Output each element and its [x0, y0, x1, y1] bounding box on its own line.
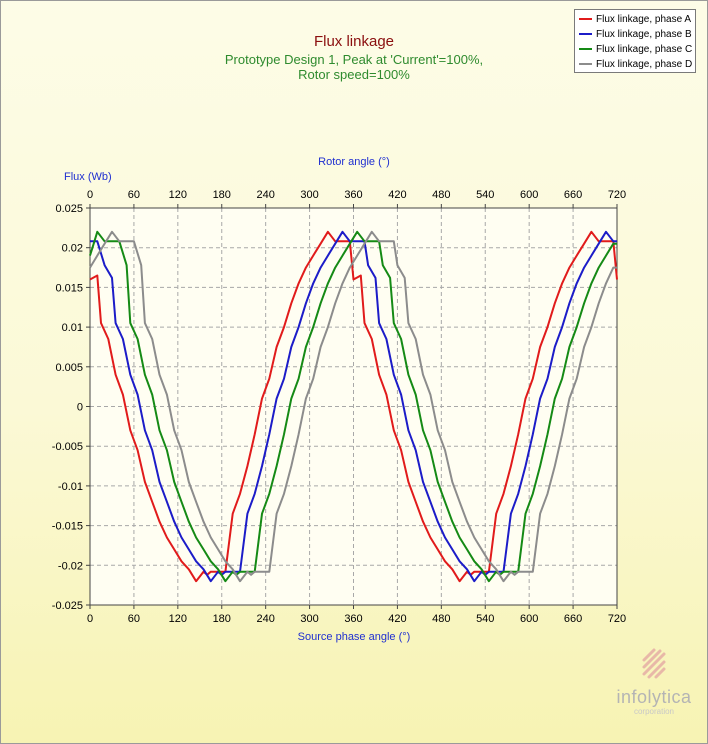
legend-item-phase-d: Flux linkage, phase D [579, 57, 692, 71]
y-tick-label: 0.005 [55, 362, 83, 374]
x2-tick-label: 0 [87, 189, 93, 201]
series-line-a [89, 230, 618, 583]
x-tick-label: 360 [344, 613, 362, 625]
x2-tick-label: 180 [213, 189, 231, 201]
company-logo: infolytica corporation [611, 646, 697, 716]
x2-tick-label: 300 [300, 189, 318, 201]
x2-tick-label: 360 [344, 189, 362, 201]
y-tick-label: -0.015 [52, 521, 83, 533]
legend-swatch [579, 18, 592, 20]
x2-tick-label: 660 [564, 189, 582, 201]
y-tick-label: -0.02 [58, 560, 83, 572]
x-tick-label: 120 [169, 613, 187, 625]
x-tick-label: 480 [432, 613, 450, 625]
y-tick-label: -0.025 [52, 600, 83, 612]
legend-swatch [579, 33, 592, 35]
x2-tick-label: 600 [520, 189, 538, 201]
x-tick-label: 240 [256, 613, 274, 625]
x-tick-label: 720 [608, 613, 626, 625]
y-tick-label: 0.01 [62, 322, 83, 334]
x2-tick-label: 420 [388, 189, 406, 201]
logo-name: infolytica [616, 687, 692, 707]
x2-tick-label: 720 [608, 189, 626, 201]
legend-label: Flux linkage, phase A [596, 13, 692, 25]
y-tick-label: 0.02 [62, 243, 83, 255]
x-tick-label: 60 [128, 613, 140, 625]
y-tick-label: -0.005 [52, 441, 83, 453]
x2-tick-label: 60 [128, 189, 140, 201]
series-line-b [90, 230, 617, 583]
x-tick-label: 300 [300, 613, 318, 625]
y-axis-label: Flux (Wb) [64, 171, 112, 183]
x2-tick-label: 540 [476, 189, 494, 201]
chart-title: Flux linkage [313, 33, 395, 50]
legend-item-phase-c: Flux linkage, phase C [579, 42, 692, 56]
legend: Flux linkage, phase A Flux linkage, phas… [574, 9, 696, 73]
legend-swatch [579, 48, 592, 50]
y-tick-label: -0.01 [58, 481, 83, 493]
logo-subtitle: corporation [633, 707, 675, 716]
x-tick-label: 660 [564, 613, 582, 625]
legend-swatch [579, 63, 592, 65]
series-line-d [89, 230, 617, 583]
x-axis-label: Source phase angle (°) [297, 631, 411, 643]
x-tick-label: 540 [476, 613, 494, 625]
y-tick-label: 0.015 [55, 282, 83, 294]
top-axis-label: Rotor angle (°) [318, 156, 390, 168]
y-tick-label: 0.025 [55, 203, 83, 215]
legend-label: Flux linkage, phase C [596, 43, 693, 55]
legend-item-phase-b: Flux linkage, phase B [579, 27, 692, 41]
chart-subtitle-line1: Prototype Design 1, Peak at 'Current'=10… [224, 52, 484, 67]
legend-item-phase-a: Flux linkage, phase A [579, 12, 691, 26]
x-tick-label: 420 [388, 613, 406, 625]
legend-label: Flux linkage, phase B [596, 28, 692, 40]
x-tick-label: 0 [87, 613, 93, 625]
x2-tick-label: 480 [432, 189, 450, 201]
legend-label: Flux linkage, phase D [596, 58, 693, 70]
series-line-c [89, 230, 617, 583]
x-tick-label: 600 [520, 613, 538, 625]
logo-mark-icon [642, 648, 666, 679]
x2-tick-label: 240 [256, 189, 274, 201]
x2-tick-label: 120 [169, 189, 187, 201]
chart-subtitle-line2: Rotor speed=100% [298, 67, 410, 82]
y-tick-label: 0 [77, 402, 83, 414]
x-tick-label: 180 [213, 613, 231, 625]
